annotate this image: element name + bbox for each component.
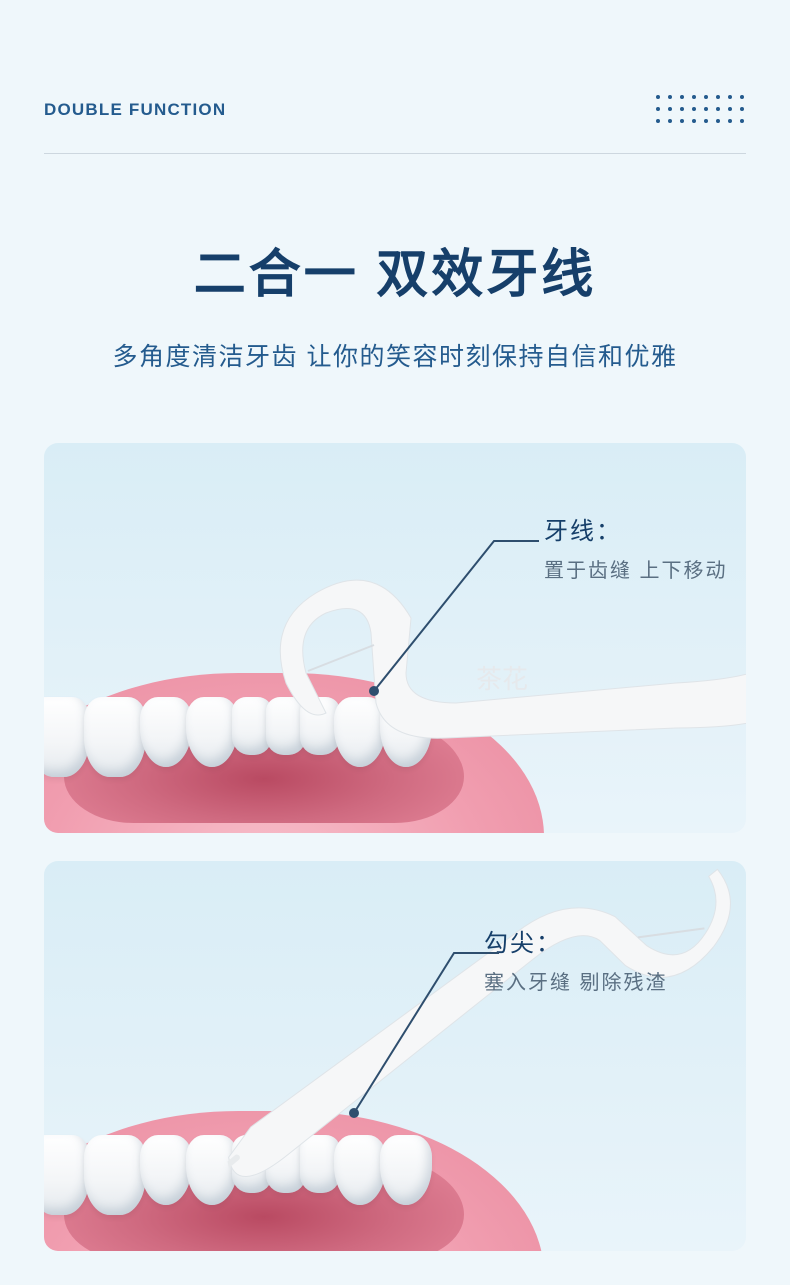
callout-desc: 置于齿缝 上下移动 <box>544 554 728 583</box>
callout-floss: 牙线： 置于齿缝 上下移动 <box>544 511 728 583</box>
callout-pick: 勾尖： 塞入牙缝 剔除残渣 <box>484 923 668 995</box>
main-title: 二合一 双效牙线 <box>0 232 790 307</box>
dot-grid-icon <box>656 95 746 125</box>
leader-dot <box>370 687 378 695</box>
leader-line <box>374 541 539 691</box>
header-label: DOUBLE FUNCTION <box>44 100 226 120</box>
leader-line <box>354 953 499 1113</box>
illustration-panel-pick: 勾尖： 塞入牙缝 剔除残渣 <box>44 861 746 1251</box>
illustration-panel-floss: 茶花 牙线： 置于齿缝 上下移动 <box>44 443 746 833</box>
panels-container: 茶花 牙线： 置于齿缝 上下移动 <box>44 443 746 1251</box>
callout-title: 牙线： <box>544 511 728 546</box>
title-block: 二合一 双效牙线 多角度清洁牙齿 让你的笑容时刻保持自信和优雅 <box>0 232 790 373</box>
sub-title: 多角度清洁牙齿 让你的笑容时刻保持自信和优雅 <box>0 337 790 373</box>
header-bar: DOUBLE FUNCTION <box>44 0 746 154</box>
leader-dot <box>350 1109 358 1117</box>
